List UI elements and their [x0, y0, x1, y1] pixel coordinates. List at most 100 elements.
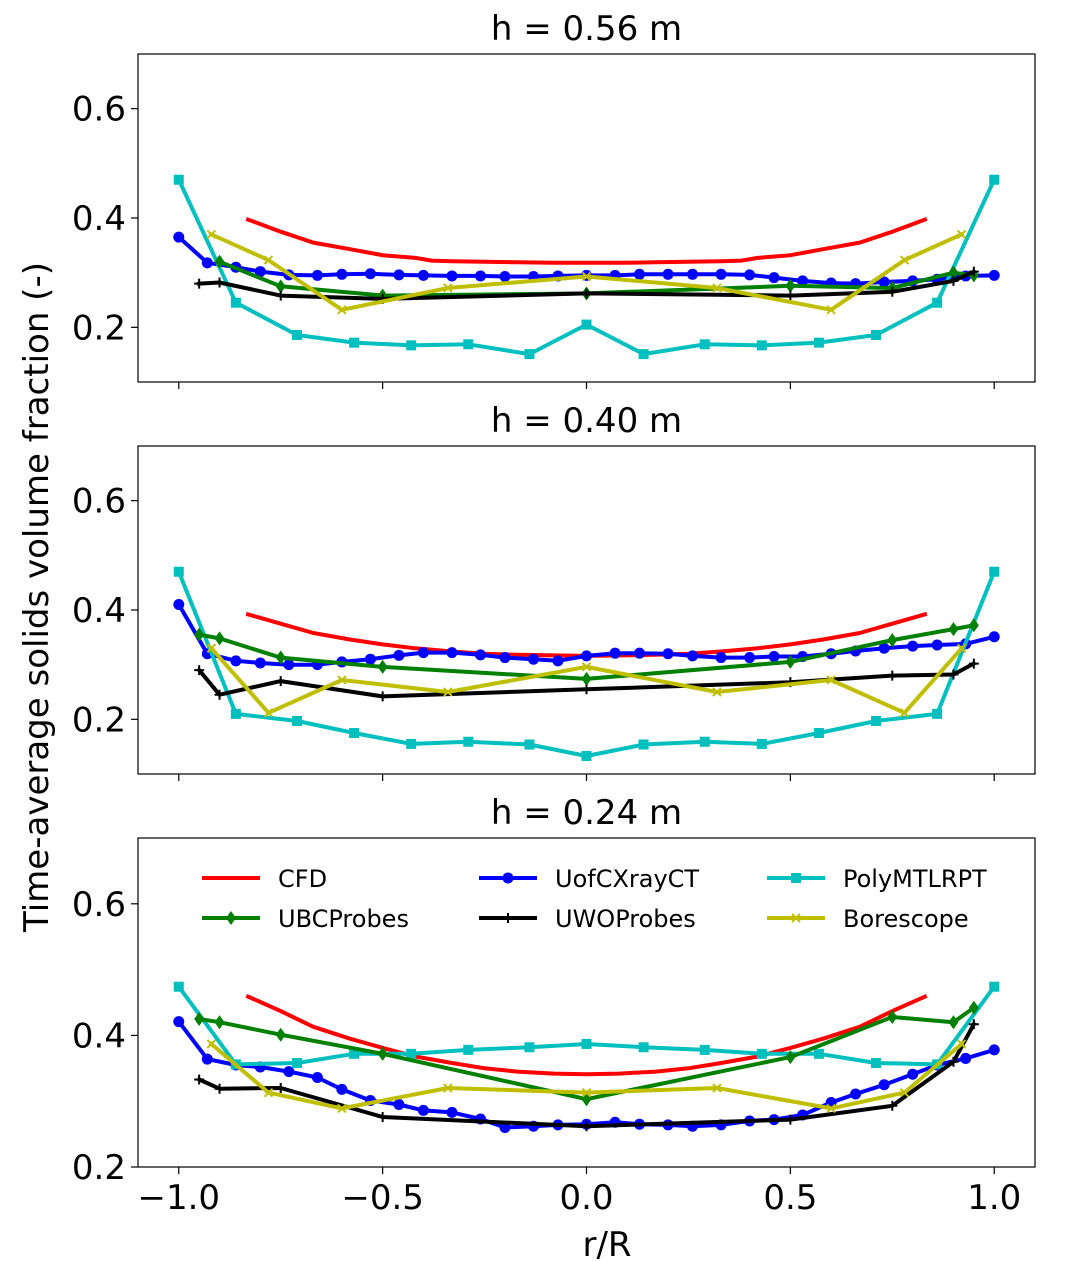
data-point — [349, 728, 360, 738]
series-PolyMTLRPT — [173, 566, 1000, 761]
data-point — [887, 670, 898, 681]
data-point — [214, 689, 225, 700]
data-point — [581, 1121, 592, 1132]
data-point — [377, 1046, 388, 1061]
data-point — [638, 739, 649, 750]
series-line — [196, 1005, 977, 1102]
data-point — [948, 669, 959, 680]
data-point — [887, 633, 898, 648]
data-point — [581, 1087, 592, 1098]
data-point — [687, 650, 699, 662]
data-point — [968, 658, 979, 669]
legend-label: UofCXrayCT — [555, 865, 699, 893]
y-tick-label: 0.4 — [72, 591, 126, 631]
data-point — [194, 278, 205, 289]
data-point — [499, 652, 511, 664]
data-point — [406, 340, 417, 351]
data-point — [463, 339, 474, 350]
data-point — [712, 283, 722, 293]
x-tick-label: 0.5 — [763, 1178, 817, 1218]
data-point — [283, 659, 295, 671]
data-point — [899, 708, 910, 718]
data-point — [878, 276, 890, 288]
data-point — [173, 599, 185, 611]
data-point — [960, 1052, 972, 1064]
data-point — [443, 687, 453, 697]
data-point — [446, 647, 458, 659]
data-point — [214, 631, 225, 646]
data-point — [275, 650, 286, 665]
data-point — [206, 1039, 217, 1049]
data-point — [813, 337, 824, 348]
legend-item: CFD — [202, 865, 327, 893]
subplot-2: h = 0.40 m 0.2 0.4 0.6 — [72, 401, 1036, 781]
data-point — [948, 275, 959, 286]
data-point — [275, 676, 286, 687]
data-point — [474, 649, 486, 661]
series-UofCXrayCT — [173, 599, 1000, 671]
data-point — [173, 566, 184, 577]
data-point — [377, 659, 388, 674]
legend-label: PolyMTLRPT — [843, 865, 987, 893]
data-point — [206, 229, 217, 240]
data-point — [878, 642, 890, 654]
data-point — [283, 1066, 295, 1078]
data-point — [887, 1100, 898, 1111]
data-point — [968, 266, 979, 277]
data-point — [499, 1122, 511, 1134]
x-axis-label: r/R — [582, 1225, 631, 1262]
series-CFD — [245, 993, 928, 1077]
data-point — [699, 1044, 710, 1055]
series-UBCProbes — [194, 1000, 979, 1107]
series-Borescope — [206, 643, 967, 718]
data-point — [581, 650, 592, 662]
legend-label: Borescope — [843, 905, 969, 933]
data-point — [194, 665, 205, 676]
data-point — [377, 1111, 388, 1122]
subplot-3: h = 0.24 m 0.2 0.4 0.6 −1.0 −0.5 0.0 0.5 1.0 CFD U… — [72, 793, 1036, 1218]
data-point — [417, 647, 429, 659]
data-point — [446, 270, 458, 282]
data-point — [785, 654, 796, 669]
data-point — [870, 1058, 881, 1069]
data-point — [275, 1027, 286, 1042]
subplot-1: h = 0.56 m 0.2 0.4 0.6 — [72, 9, 1036, 389]
legend-marker — [503, 913, 513, 923]
legend-item: PolyMTLRPT — [767, 865, 987, 893]
y-tick-label: 0.4 — [72, 199, 126, 239]
data-point — [989, 981, 1000, 992]
data-point — [406, 1048, 417, 1059]
data-point — [956, 643, 967, 653]
data-point — [907, 640, 919, 652]
data-point — [194, 1011, 205, 1026]
data-point — [524, 349, 535, 360]
data-point — [173, 231, 185, 243]
data-point — [463, 1044, 474, 1055]
data-point — [785, 290, 796, 301]
data-point — [311, 269, 323, 281]
data-point — [948, 1056, 959, 1067]
data-point — [712, 1083, 722, 1093]
data-point — [715, 652, 727, 664]
data-point — [813, 728, 824, 738]
data-point — [275, 279, 286, 294]
y-tick-label: 0.6 — [72, 885, 126, 925]
data-point — [956, 229, 967, 240]
legend-marker — [502, 872, 514, 884]
legend-label: UWOProbes — [555, 905, 696, 933]
data-point — [988, 631, 1000, 643]
data-point — [948, 622, 959, 637]
series-PolyMTLRPT — [173, 174, 1000, 360]
data-point — [275, 1083, 286, 1094]
series-UWOProbes — [194, 658, 979, 702]
data-point — [785, 1050, 796, 1065]
data-point — [581, 662, 592, 672]
axes-frame — [137, 445, 1036, 775]
data-point — [581, 671, 592, 686]
series-line — [245, 217, 928, 265]
data-point — [349, 1048, 360, 1059]
data-point — [337, 675, 347, 685]
x-tick-label: 1.0 — [967, 1178, 1021, 1218]
data-point — [393, 649, 405, 661]
